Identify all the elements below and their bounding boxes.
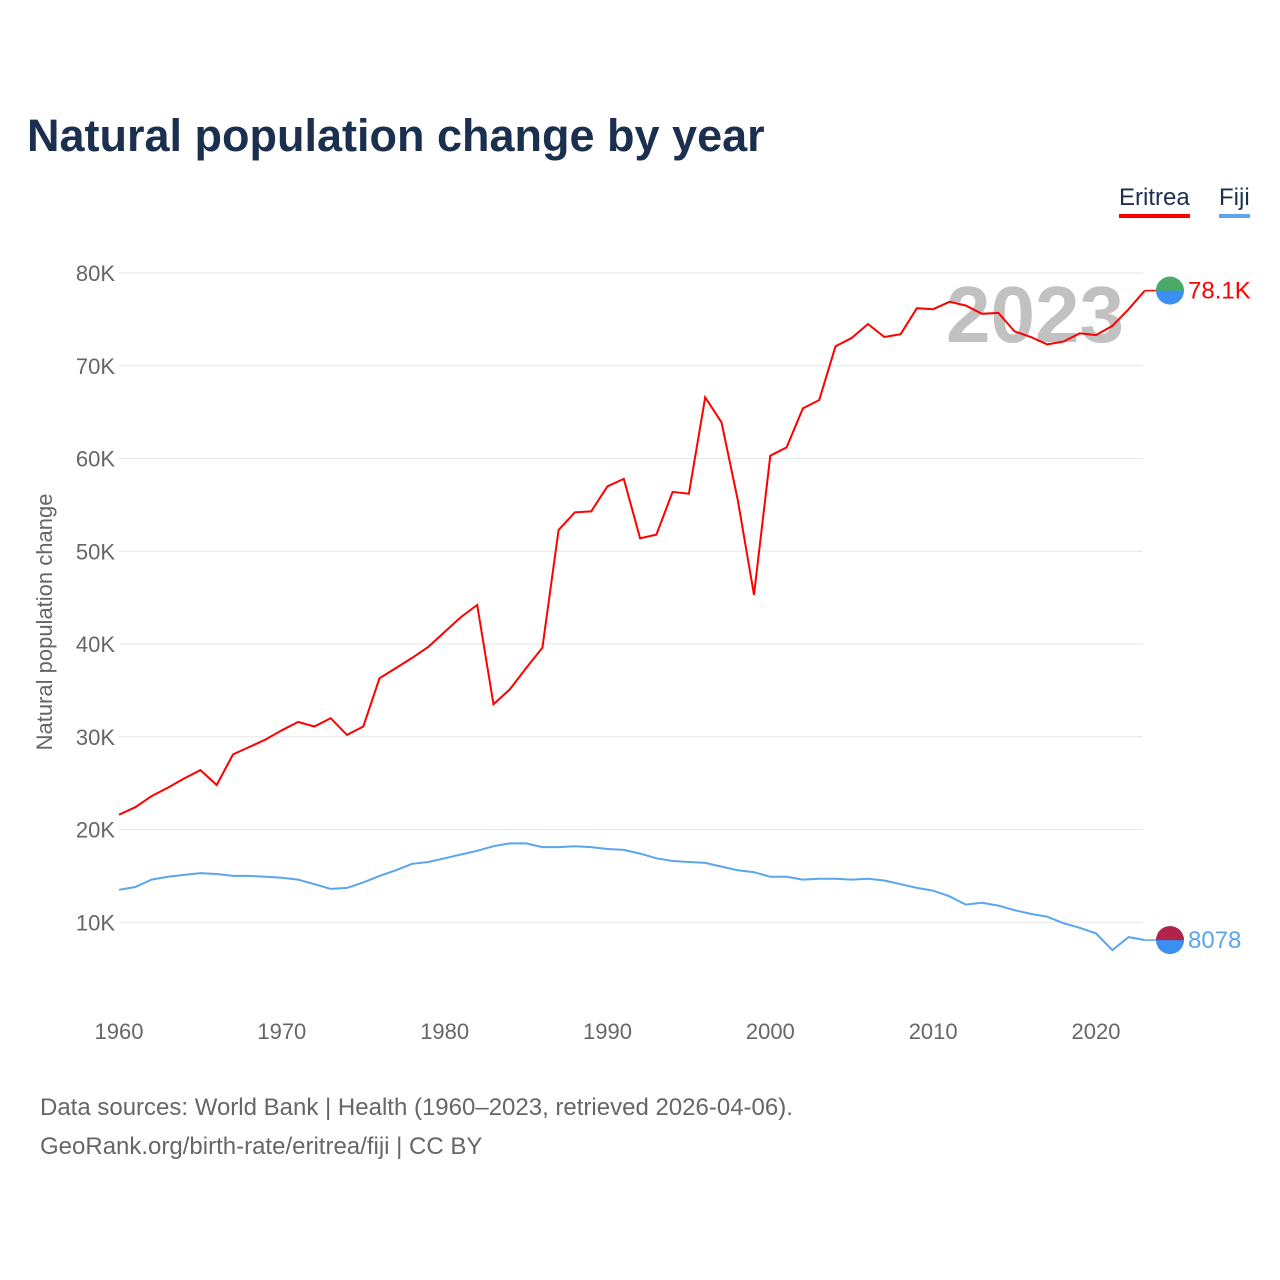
x-tick-label: 1980 — [420, 1019, 469, 1044]
y-tick-label: 40K — [76, 632, 115, 657]
x-tick-label: 2010 — [909, 1019, 958, 1044]
x-tick-label: 2020 — [1072, 1019, 1121, 1044]
legend-item-fiji[interactable]: Fiji — [1219, 184, 1250, 218]
x-tick-label: 2000 — [746, 1019, 795, 1044]
y-tick-label: 80K — [76, 261, 115, 286]
end-label-fiji: 8078 — [1188, 927, 1241, 954]
year-watermark: 2023 — [946, 270, 1124, 359]
x-tick-label: 1960 — [95, 1019, 144, 1044]
y-tick-label: 50K — [76, 539, 115, 564]
legend-item-eritrea[interactable]: Eritrea — [1119, 184, 1190, 218]
series-line-eritrea — [118, 289, 1146, 816]
footer-sources: Data sources: World Bank | Health (1960–… — [40, 1094, 793, 1121]
x-tick-label: 1970 — [257, 1019, 306, 1044]
series-line-fiji — [118, 842, 1145, 952]
y-tick-label: 20K — [76, 818, 115, 843]
y-tick-label: 30K — [76, 725, 115, 750]
footer-attribution[interactable]: GeoRank.org/birth-rate/eritrea/fiji | CC… — [40, 1133, 483, 1160]
y-tick-label: 10K — [76, 910, 115, 935]
end-label-eritrea: 78.1K — [1188, 278, 1251, 305]
y-tick-label: 60K — [76, 447, 115, 472]
flag-detail — [1156, 276, 1184, 291]
y-tick-label: 70K — [76, 354, 115, 379]
chart-title: Natural population change by year — [27, 110, 765, 161]
x-tick-label: 1990 — [583, 1019, 632, 1044]
flag-detail — [1156, 926, 1184, 941]
y-axis-label: Natural population change — [32, 494, 57, 751]
